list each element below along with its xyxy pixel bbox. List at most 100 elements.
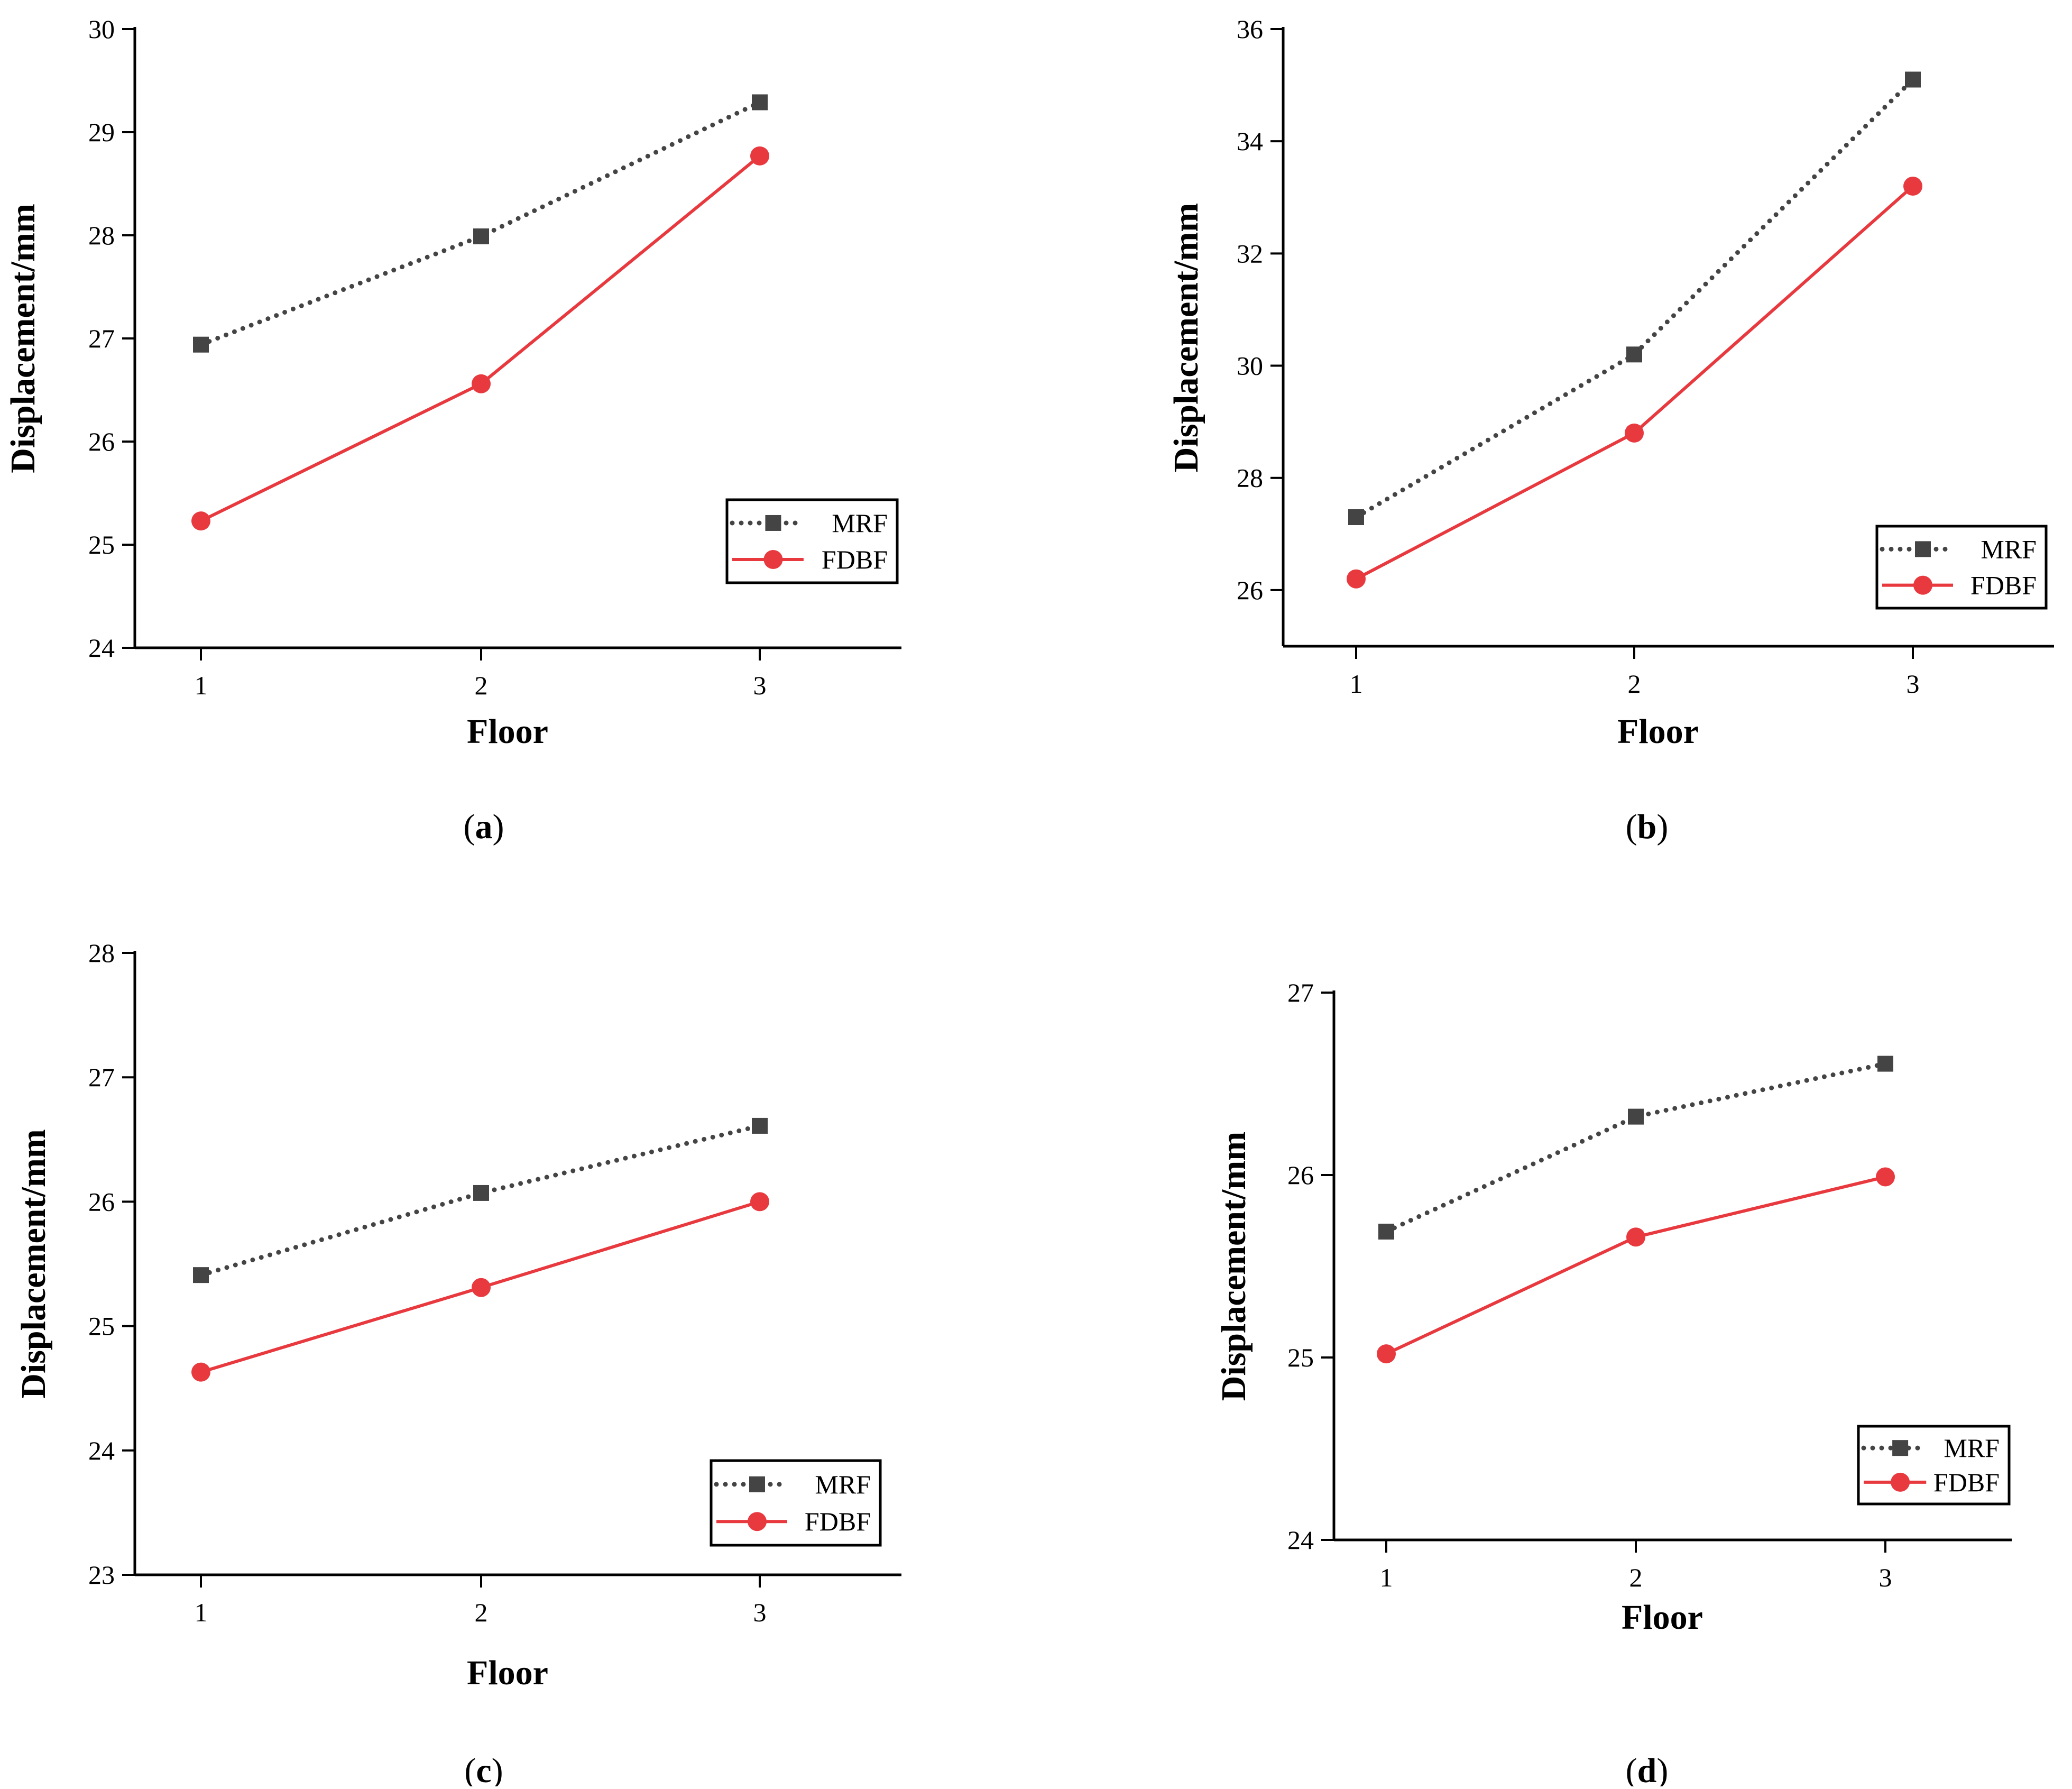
data-point-mrf: [752, 94, 768, 111]
chart-d: 24 25 26 27 1 2 3 Floor Displacement/mm MRF FDBF (d…: [1214, 978, 2012, 1789]
data-point-fdbf: [191, 511, 210, 531]
y-tick-label: 28: [1237, 463, 1263, 493]
legend-label-fdbf: FDBF: [822, 545, 888, 574]
chart-caption: (d): [1626, 1751, 1669, 1786]
legend-box: [1857, 1425, 2011, 1506]
y-tick-label: 30: [88, 14, 115, 44]
x-tick-label: 2: [475, 1598, 488, 1627]
data-point-fdbf: [1347, 569, 1366, 589]
y-tick-label: 23: [88, 1560, 115, 1590]
chart-caption: (a): [464, 808, 504, 846]
data-point-fdbf: [191, 1362, 210, 1382]
data-point-fdbf: [1625, 423, 1644, 443]
legend-label-mrf: MRF: [1981, 534, 2037, 564]
data-point-fdbf: [472, 1278, 491, 1297]
data-point-fdbf: [750, 1192, 769, 1212]
data-point-mrf: [1626, 346, 1642, 363]
data-point-mrf: [1378, 1223, 1394, 1240]
data-point-mrf: [1877, 1056, 1893, 1072]
legend-swatch-marker: [749, 1476, 765, 1492]
y-tick-label: 26: [1237, 575, 1263, 605]
data-point-mrf: [1348, 509, 1364, 525]
x-tick-label: 1: [195, 671, 208, 700]
data-point-mrf: [193, 336, 209, 353]
caption-letter: d: [1637, 1751, 1657, 1786]
x-axis-title: Floor: [467, 1654, 548, 1692]
series-line-mrf: [198, 1123, 762, 1278]
y-tick-label: 26: [1287, 1160, 1314, 1190]
legend-swatch-marker: [1915, 541, 1931, 557]
y-axis-title: Displacement/mm: [1167, 203, 1205, 473]
y-tick-label: 36: [1237, 14, 1263, 44]
y-tick-label: 25: [1287, 1343, 1314, 1372]
legend-label-fdbf: FDBF: [1970, 571, 2037, 600]
legend-box: [725, 498, 899, 584]
data-point-fdbf: [1903, 177, 1922, 196]
series-line-fdbf: [200, 154, 761, 522]
legend-box: [1875, 525, 2048, 610]
y-tick-label: 25: [88, 1311, 115, 1341]
data-point-fdbf: [750, 146, 769, 166]
x-tick-label: 1: [1350, 669, 1363, 699]
caption-letter: c: [476, 1751, 491, 1786]
legend-swatch-marker: [1913, 575, 1932, 595]
data-point-fdbf: [1377, 1344, 1396, 1364]
x-tick-label: 1: [195, 1598, 208, 1627]
chart-caption: (c): [464, 1751, 503, 1786]
y-tick-label: 34: [1237, 126, 1263, 156]
y-axis-title: Displacement/mm: [4, 204, 42, 473]
y-axis-title: Displacement/mm: [14, 1129, 53, 1399]
chart-a: 24 25 26 27 28 29 30 1 2 3 Floor Displacement/mm MRF…: [4, 14, 901, 846]
legend-swatch-marker: [763, 550, 783, 570]
series-line-fdbf: [1355, 185, 1914, 581]
caption-letter: a: [475, 808, 493, 846]
data-point-fdbf: [1876, 1167, 1895, 1187]
series-line-mrf: [1384, 1061, 1888, 1234]
y-tick-label: 32: [1237, 238, 1263, 268]
y-tick-label: 27: [88, 324, 115, 353]
legend-swatch-marker: [1891, 1472, 1910, 1492]
y-tick-label: 28: [88, 938, 115, 968]
y-axis-title: Displacement/mm: [1214, 1132, 1253, 1401]
chart-b: 26 28 30 32 34 36 1 2 3 Floor Displacement/mm MRF FD…: [1167, 14, 2054, 846]
legend-box: [710, 1459, 882, 1547]
x-axis-title: Floor: [467, 712, 548, 751]
data-point-mrf: [1905, 71, 1921, 88]
chart-caption: (b): [1626, 808, 1669, 846]
series-line-mrf: [198, 99, 762, 347]
legend-swatch-marker: [1892, 1440, 1909, 1456]
y-tick-label: 29: [88, 117, 115, 147]
x-tick-label: 3: [753, 671, 767, 700]
x-axis-title: Floor: [1617, 712, 1699, 751]
y-tick-label: 28: [88, 221, 115, 250]
y-tick-label: 24: [1287, 1525, 1314, 1555]
legend-swatch-marker: [748, 1512, 767, 1531]
legend-label-fdbf: FDBF: [805, 1507, 871, 1536]
legend-label-fdbf: FDBF: [1933, 1467, 2000, 1497]
data-point-mrf: [752, 1117, 768, 1134]
series-line-fdbf: [1385, 1175, 1886, 1355]
x-tick-label: 3: [1907, 669, 1920, 699]
x-tick-label: 3: [753, 1598, 767, 1627]
x-tick-label: 3: [1879, 1563, 1892, 1592]
x-tick-label: 2: [475, 671, 488, 700]
y-tick-label: 26: [88, 427, 115, 456]
series-line-mrf: [1353, 77, 1916, 520]
data-point-mrf: [1628, 1108, 1644, 1125]
y-tick-label: 24: [88, 633, 115, 663]
y-tick-label: 27: [88, 1062, 115, 1092]
y-tick-label: 24: [88, 1436, 115, 1465]
y-tick-label: 30: [1237, 351, 1263, 381]
x-tick-label: 2: [1628, 669, 1641, 699]
legend-label-mrf: MRF: [832, 508, 888, 538]
x-tick-label: 1: [1380, 1563, 1393, 1592]
legend-label-mrf: MRF: [1944, 1433, 2000, 1463]
x-tick-label: 2: [1629, 1563, 1643, 1592]
data-point-fdbf: [472, 374, 491, 393]
legend-swatch-marker: [765, 515, 781, 531]
y-tick-label: 26: [88, 1187, 115, 1216]
data-point-mrf: [193, 1267, 209, 1283]
y-tick-label: 27: [1287, 978, 1314, 1007]
